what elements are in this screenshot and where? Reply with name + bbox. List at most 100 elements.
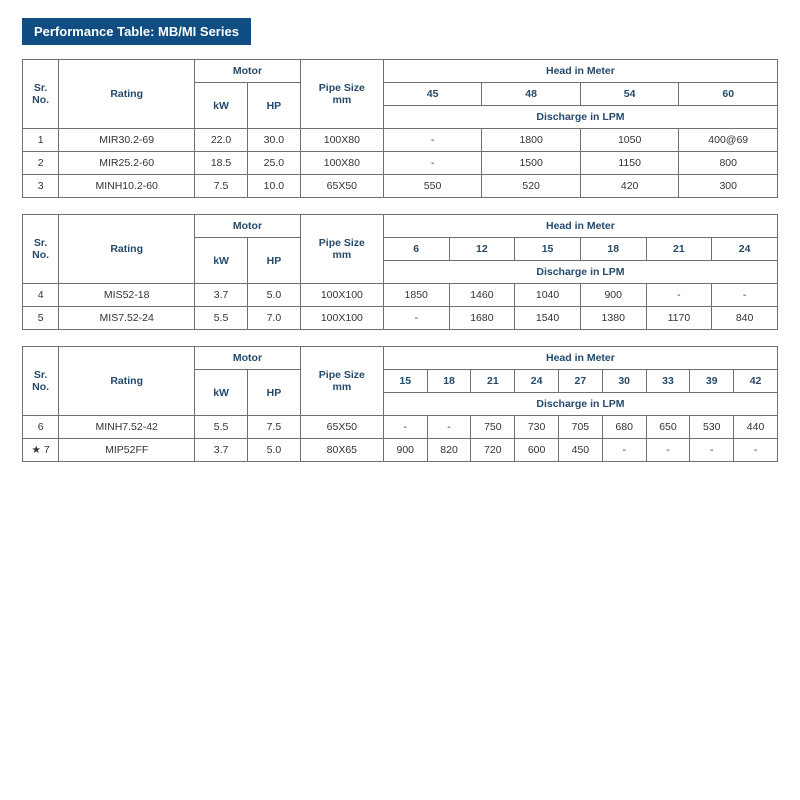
cell-sr: 3 bbox=[23, 175, 59, 198]
cell-kw: 22.0 bbox=[195, 129, 248, 152]
cell-discharge: 1800 bbox=[482, 129, 581, 152]
cell-discharge: 1460 bbox=[449, 284, 515, 307]
cell-sr: 2 bbox=[23, 152, 59, 175]
cell-discharge: 705 bbox=[559, 416, 603, 439]
cell-discharge: - bbox=[646, 439, 690, 462]
table-row: 5MIS7.52-245.57.0100X100-168015401380117… bbox=[23, 307, 778, 330]
col-head-value: 6 bbox=[383, 238, 449, 261]
cell-discharge: 1850 bbox=[383, 284, 449, 307]
cell-discharge: 840 bbox=[712, 307, 778, 330]
cell-discharge: 300 bbox=[679, 175, 778, 198]
cell-discharge: - bbox=[383, 152, 482, 175]
col-head: Head in Meter bbox=[383, 215, 777, 238]
cell-rating: MIS7.52-24 bbox=[59, 307, 195, 330]
cell-rating: MINH10.2-60 bbox=[59, 175, 195, 198]
col-head-value: 30 bbox=[602, 370, 646, 393]
cell-discharge: - bbox=[690, 439, 734, 462]
col-rating: Rating bbox=[59, 215, 195, 284]
cell-discharge: - bbox=[602, 439, 646, 462]
cell-discharge: 1500 bbox=[482, 152, 581, 175]
col-discharge: Discharge in LPM bbox=[383, 106, 777, 129]
cell-discharge: 1380 bbox=[580, 307, 646, 330]
col-head-value: 18 bbox=[580, 238, 646, 261]
col-sr: Sr.No. bbox=[23, 60, 59, 129]
performance-table: Sr.No.RatingMotorPipe SizemmHead in Mete… bbox=[22, 214, 778, 330]
cell-pipe: 100X80 bbox=[300, 129, 383, 152]
cell-discharge: 400@69 bbox=[679, 129, 778, 152]
col-sr: Sr.No. bbox=[23, 347, 59, 416]
cell-hp: 5.0 bbox=[247, 439, 300, 462]
cell-discharge: 1170 bbox=[646, 307, 712, 330]
col-rating: Rating bbox=[59, 347, 195, 416]
col-head-value: 54 bbox=[580, 83, 679, 106]
cell-pipe: 65X50 bbox=[300, 175, 383, 198]
cell-hp: 30.0 bbox=[247, 129, 300, 152]
cell-hp: 10.0 bbox=[247, 175, 300, 198]
cell-discharge: 820 bbox=[427, 439, 471, 462]
table-row: ★ 7MIP52FF3.75.080X65900820720600450---- bbox=[23, 439, 778, 462]
cell-pipe: 100X80 bbox=[300, 152, 383, 175]
cell-discharge: 680 bbox=[602, 416, 646, 439]
cell-kw: 18.5 bbox=[195, 152, 248, 175]
cell-discharge: - bbox=[712, 284, 778, 307]
cell-discharge: 1150 bbox=[580, 152, 679, 175]
cell-hp: 5.0 bbox=[247, 284, 300, 307]
cell-sr: 1 bbox=[23, 129, 59, 152]
cell-discharge: 550 bbox=[383, 175, 482, 198]
cell-discharge: - bbox=[383, 129, 482, 152]
col-discharge: Discharge in LPM bbox=[383, 261, 777, 284]
col-head-value: 21 bbox=[646, 238, 712, 261]
cell-kw: 5.5 bbox=[195, 416, 248, 439]
col-head-value: 48 bbox=[482, 83, 581, 106]
col-head-value: 12 bbox=[449, 238, 515, 261]
table-row: 1MIR30.2-6922.030.0100X80-18001050400@69 bbox=[23, 129, 778, 152]
col-head: Head in Meter bbox=[383, 347, 777, 370]
cell-discharge: - bbox=[646, 284, 712, 307]
cell-sr: 6 bbox=[23, 416, 59, 439]
cell-discharge: 520 bbox=[482, 175, 581, 198]
cell-kw: 3.7 bbox=[195, 284, 248, 307]
cell-discharge: 440 bbox=[734, 416, 778, 439]
performance-table: Sr.No.RatingMotorPipe SizemmHead in Mete… bbox=[22, 59, 778, 198]
col-head: Head in Meter bbox=[383, 60, 777, 83]
cell-rating: MIR30.2-69 bbox=[59, 129, 195, 152]
table-row: 2MIR25.2-6018.525.0100X80-15001150800 bbox=[23, 152, 778, 175]
tables-container: Sr.No.RatingMotorPipe SizemmHead in Mete… bbox=[22, 59, 778, 462]
table-row: 4MIS52-183.75.0100X100185014601040900-- bbox=[23, 284, 778, 307]
cell-discharge: 730 bbox=[515, 416, 559, 439]
cell-discharge: - bbox=[427, 416, 471, 439]
col-head-value: 24 bbox=[712, 238, 778, 261]
cell-hp: 7.5 bbox=[247, 416, 300, 439]
col-kw: kW bbox=[195, 370, 248, 416]
cell-kw: 3.7 bbox=[195, 439, 248, 462]
cell-discharge: - bbox=[383, 307, 449, 330]
cell-discharge: 900 bbox=[383, 439, 427, 462]
col-head-value: 42 bbox=[734, 370, 778, 393]
cell-kw: 5.5 bbox=[195, 307, 248, 330]
col-head-value: 39 bbox=[690, 370, 734, 393]
cell-discharge: 450 bbox=[559, 439, 603, 462]
cell-rating: MIS52-18 bbox=[59, 284, 195, 307]
col-pipe: Pipe Sizemm bbox=[300, 60, 383, 129]
cell-discharge: 800 bbox=[679, 152, 778, 175]
col-pipe: Pipe Sizemm bbox=[300, 347, 383, 416]
col-head-value: 15 bbox=[515, 238, 581, 261]
cell-hp: 25.0 bbox=[247, 152, 300, 175]
table-row: 6MINH7.52-425.57.565X50--750730705680650… bbox=[23, 416, 778, 439]
col-head-value: 21 bbox=[471, 370, 515, 393]
col-head-value: 33 bbox=[646, 370, 690, 393]
cell-pipe: 80X65 bbox=[300, 439, 383, 462]
col-rating: Rating bbox=[59, 60, 195, 129]
cell-rating: MINH7.52-42 bbox=[59, 416, 195, 439]
cell-rating: MIR25.2-60 bbox=[59, 152, 195, 175]
page-title: Performance Table: MB/MI Series bbox=[22, 18, 251, 45]
cell-discharge: 1540 bbox=[515, 307, 581, 330]
cell-discharge: 720 bbox=[471, 439, 515, 462]
cell-discharge: 650 bbox=[646, 416, 690, 439]
cell-sr: 4 bbox=[23, 284, 59, 307]
col-discharge: Discharge in LPM bbox=[383, 393, 777, 416]
col-hp: HP bbox=[247, 238, 300, 284]
performance-table: Sr.No.RatingMotorPipe SizemmHead in Mete… bbox=[22, 346, 778, 462]
cell-hp: 7.0 bbox=[247, 307, 300, 330]
col-motor: Motor bbox=[195, 215, 301, 238]
